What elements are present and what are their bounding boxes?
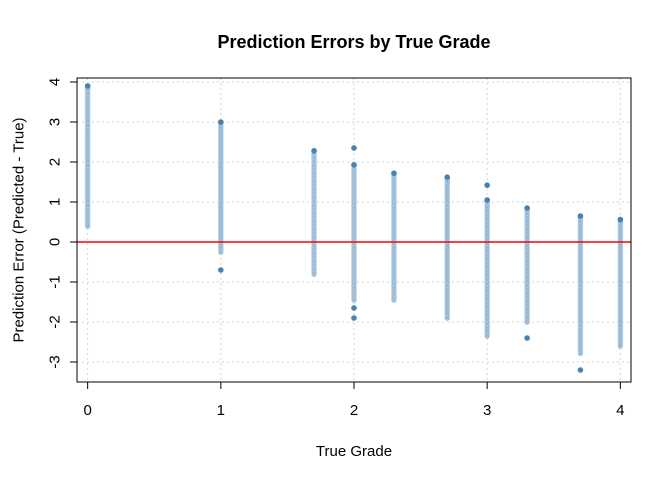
x-axis-label: True Grade (316, 443, 392, 460)
data-point-outlier (218, 267, 224, 273)
y-tick-label: 0 (47, 238, 64, 246)
y-tick-label: 2 (47, 158, 64, 166)
data-point-outlier (484, 182, 490, 188)
point-column-5 (444, 174, 451, 322)
x-tick-label: 4 (616, 402, 624, 419)
x-tick-label: 3 (483, 402, 491, 419)
chart-title: Prediction Errors by True Grade (217, 32, 490, 52)
data-point (311, 148, 317, 154)
point-column-0 (84, 82, 91, 229)
y-axis: -3 -2 -1 0 1 2 3 4 (47, 78, 77, 369)
point-column-7 (524, 205, 531, 341)
data-point (444, 174, 451, 180)
y-tick-label: 4 (47, 78, 64, 86)
y-tick-label: -1 (47, 275, 64, 288)
y-tick-label: -2 (47, 315, 64, 328)
data-point (577, 213, 584, 219)
y-tick-label: 1 (47, 198, 64, 206)
data-point (218, 119, 224, 125)
y-tick-label: 3 (47, 118, 64, 126)
y-tick-label: -3 (47, 355, 64, 368)
x-tick-label: 1 (217, 402, 225, 419)
data-point (484, 197, 490, 203)
point-column-6 (484, 182, 491, 340)
data-point (524, 205, 530, 211)
point-column-2 (311, 147, 318, 278)
point-column-8 (577, 213, 584, 373)
x-tick-label: 2 (350, 402, 358, 419)
data-point-outlier (351, 305, 357, 311)
data-point-outlier (351, 145, 357, 151)
x-tick-label: 0 (83, 402, 91, 419)
point-column-3 (351, 145, 358, 321)
x-axis: 0 1 2 3 4 (83, 382, 625, 419)
point-column-1 (217, 119, 224, 273)
data-point-outlier (524, 335, 530, 341)
data-point (617, 216, 624, 223)
data-point (391, 170, 397, 176)
data-points (84, 82, 624, 373)
y-axis-label: Prediction Error (Predicted - True) (11, 117, 28, 342)
data-point (84, 83, 91, 89)
point-column-4 (390, 170, 397, 304)
data-point-outlier (577, 367, 584, 373)
data-point (351, 162, 357, 168)
data-point-outlier (351, 315, 357, 321)
point-column-9 (617, 216, 624, 350)
